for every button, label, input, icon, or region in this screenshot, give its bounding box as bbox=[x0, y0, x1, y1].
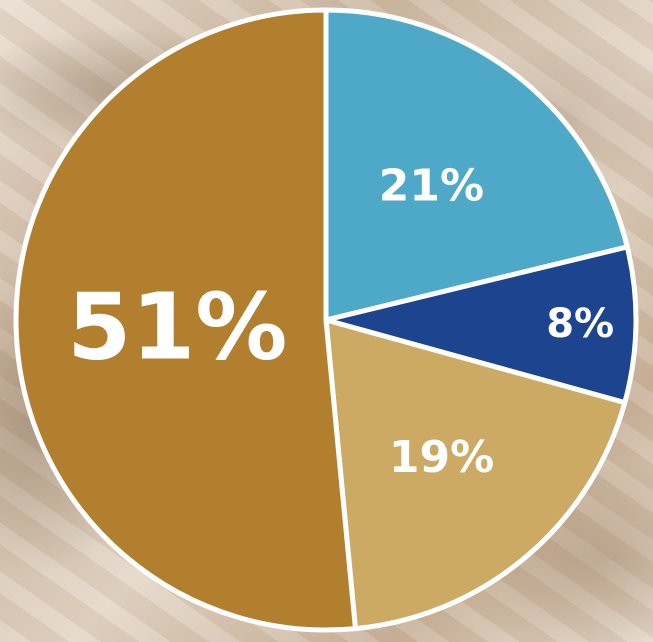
pie-slices bbox=[13, 7, 639, 633]
pie-slice-label-21: 21% bbox=[379, 160, 484, 211]
pie-slice-19 bbox=[323, 317, 628, 632]
pie-slice-21 bbox=[323, 7, 630, 323]
pie-slice-label-19: 19% bbox=[389, 432, 494, 483]
pie-slice-label-51: 51% bbox=[67, 274, 287, 381]
pie-slice-8 bbox=[323, 244, 639, 406]
pie-slice-label-8: 8% bbox=[546, 301, 614, 347]
pie-labels: 21% 8% 19% 51% bbox=[67, 160, 614, 483]
pie-slice-51 bbox=[13, 7, 358, 633]
